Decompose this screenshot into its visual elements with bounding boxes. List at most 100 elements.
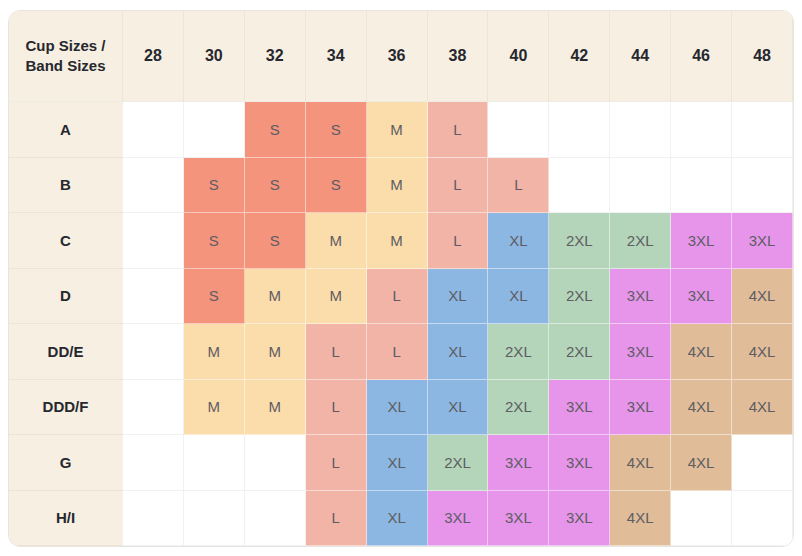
size-cell: 3XL [610,324,671,380]
size-cell: 3XL [610,269,671,325]
size-cell: M [245,324,306,380]
size-cell: 3XL [610,380,671,436]
size-cell: S [184,213,245,269]
band-size-header-34: 34 [306,11,367,102]
cup-size-label: D [9,269,123,325]
size-cell: 2XL [549,324,610,380]
size-cell: M [184,324,245,380]
band-size-header-32: 32 [245,11,306,102]
cup-size-label: G [9,435,123,491]
size-cell: L [306,380,367,436]
size-cell: M [306,213,367,269]
size-cell [123,213,184,269]
size-cell [184,435,245,491]
size-cell: XL [428,380,489,436]
size-cell: 2XL [549,213,610,269]
band-size-header-row: Cup Sizes / Band Sizes283032343638404244… [9,11,793,102]
table-row: CSSMMLXL2XL2XL3XL3XL [9,213,793,269]
size-cell: 2XL [428,435,489,491]
size-cell: S [245,213,306,269]
size-cell: L [428,213,489,269]
size-cell: 4XL [610,491,671,547]
size-cell: XL [428,269,489,325]
size-chart: Cup Sizes / Band Sizes283032343638404244… [8,10,794,547]
size-cell: 3XL [732,213,793,269]
table-row: BSSSMLL [9,158,793,214]
corner-header-cell: Cup Sizes / Band Sizes [9,11,123,102]
size-cell: S [245,102,306,158]
table-row: H/ILXL3XL3XL3XL4XL [9,491,793,547]
size-cell: 4XL [671,435,732,491]
size-cell: M [245,380,306,436]
size-cell [671,158,732,214]
size-cell: L [367,269,428,325]
band-size-header-46: 46 [671,11,732,102]
table-row: ASSML [9,102,793,158]
size-cell [671,102,732,158]
size-cell: L [367,324,428,380]
size-cell: 3XL [549,491,610,547]
size-cell: 3XL [488,435,549,491]
size-cell [123,102,184,158]
cup-size-label: H/I [9,491,123,547]
band-size-header-44: 44 [610,11,671,102]
band-size-header-48: 48 [732,11,793,102]
size-cell: M [245,269,306,325]
cup-size-label: C [9,213,123,269]
corner-header-label: Cup Sizes / Band Sizes [25,36,107,77]
size-cell [123,435,184,491]
size-cell [549,158,610,214]
size-cell: L [306,435,367,491]
size-cell: 4XL [671,380,732,436]
size-cell: 2XL [488,380,549,436]
cup-size-label: DD/E [9,324,123,380]
size-chart-table: Cup Sizes / Band Sizes283032343638404244… [9,11,793,546]
size-cell [732,102,793,158]
table-row: DDD/FMMLXLXL2XL3XL3XL4XL4XL [9,380,793,436]
band-size-header-42: 42 [549,11,610,102]
size-cell: L [306,491,367,547]
size-cell: 3XL [488,491,549,547]
size-cell: 4XL [610,435,671,491]
size-cell: M [367,102,428,158]
size-cell [123,491,184,547]
size-cell: M [306,269,367,325]
size-cell: 4XL [732,380,793,436]
size-cell: S [306,158,367,214]
size-cell [123,324,184,380]
size-cell [610,102,671,158]
size-cell [123,158,184,214]
size-cell: L [488,158,549,214]
size-cell: 4XL [732,324,793,380]
size-cell: 2XL [488,324,549,380]
size-cell [245,491,306,547]
size-cell [245,435,306,491]
table-row: DSMMLXLXL2XL3XL3XL4XL [9,269,793,325]
size-cell: 4XL [671,324,732,380]
band-size-header-28: 28 [123,11,184,102]
cup-size-label: A [9,102,123,158]
header-row: Cup Sizes / Band Sizes283032343638404244… [9,11,793,102]
size-cell [610,158,671,214]
size-cell: 4XL [732,269,793,325]
size-cell [732,491,793,547]
size-cell: 2XL [610,213,671,269]
size-cell: 3XL [428,491,489,547]
size-cell: XL [367,491,428,547]
size-cell: S [245,158,306,214]
size-cell [123,380,184,436]
size-cell: XL [488,213,549,269]
size-cell: M [367,158,428,214]
cup-size-label: B [9,158,123,214]
size-cell [732,435,793,491]
size-cell [184,491,245,547]
size-cell: XL [367,435,428,491]
table-row: GLXL2XL3XL3XL4XL4XL [9,435,793,491]
size-cell [184,102,245,158]
table-row: DD/EMMLLXL2XL2XL3XL4XL4XL [9,324,793,380]
size-cell: M [184,380,245,436]
size-cell: S [306,102,367,158]
size-cell [549,102,610,158]
size-cell: L [428,102,489,158]
size-cell: 3XL [549,380,610,436]
